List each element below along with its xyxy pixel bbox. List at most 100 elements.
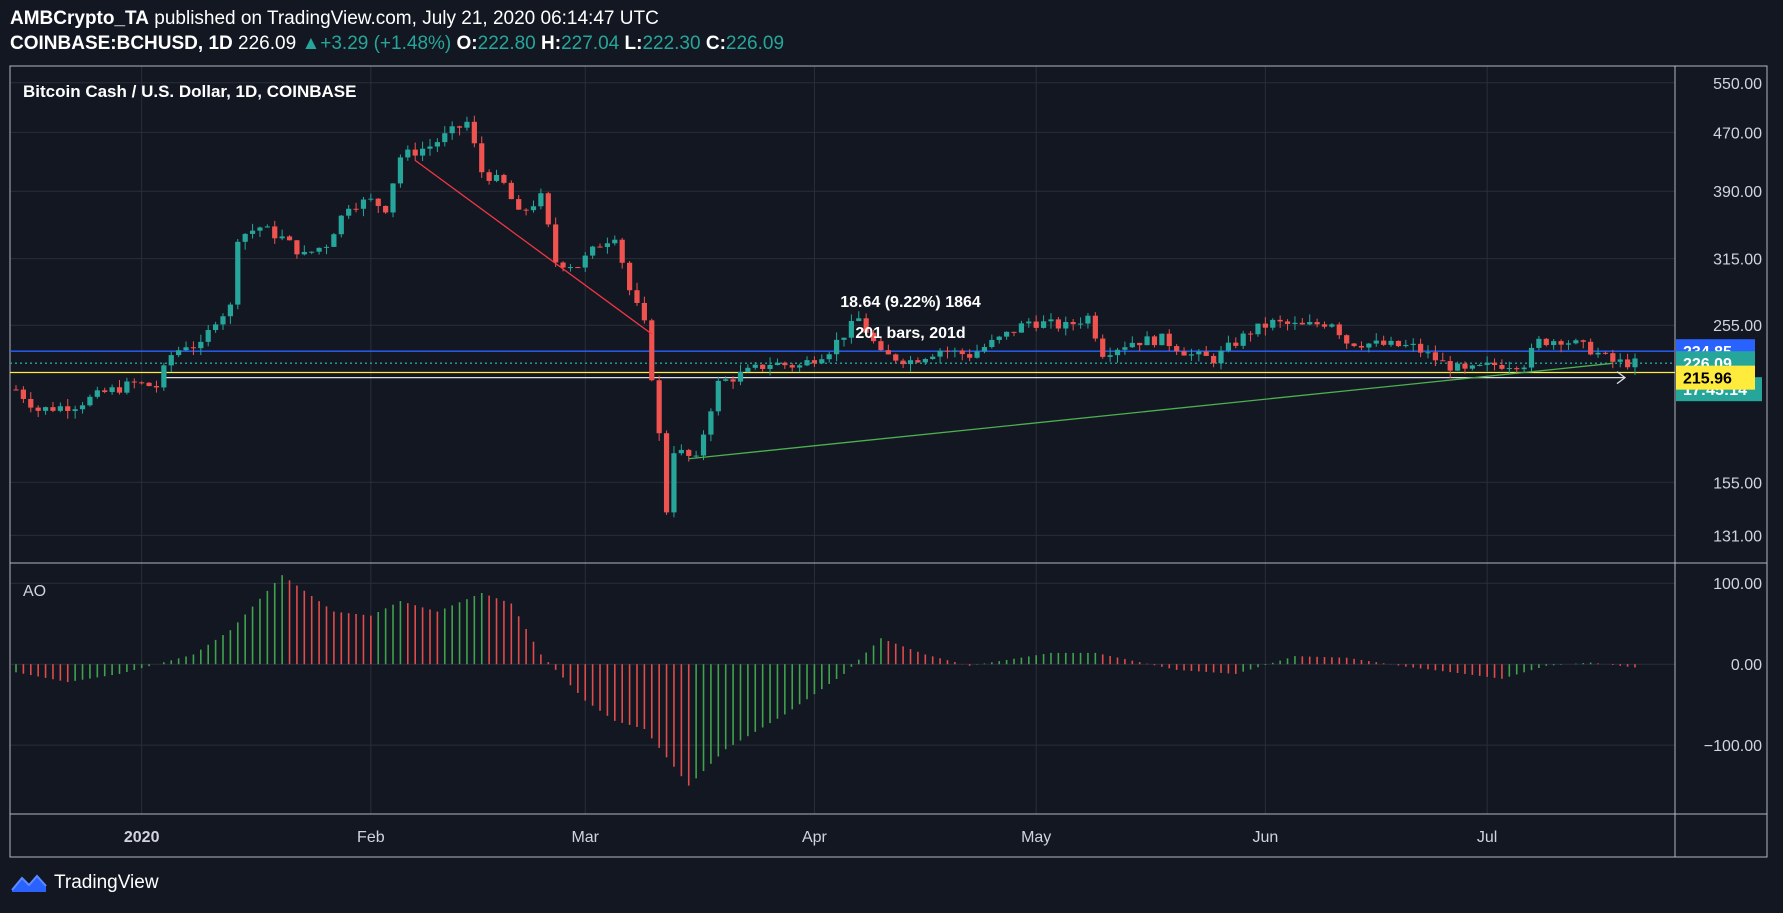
- candle-body: [553, 224, 559, 263]
- footer-brand: TradingView: [54, 872, 159, 893]
- candle-body: [272, 226, 278, 239]
- candle-body: [1063, 322, 1069, 329]
- candle-body: [626, 262, 633, 291]
- candle-body: [109, 387, 115, 393]
- price-label-text: 215.96: [1683, 371, 1732, 388]
- candle-body: [649, 320, 655, 381]
- candle-body: [1499, 365, 1505, 369]
- candle-body: [804, 360, 810, 366]
- candle-body: [198, 341, 204, 349]
- candle-body: [1462, 363, 1468, 369]
- candle-body: [146, 382, 152, 387]
- candle-body: [242, 233, 248, 242]
- candle-body: [656, 380, 662, 434]
- footer-branding[interactable]: TradingView: [10, 872, 159, 894]
- time-tick-label: May: [1021, 829, 1051, 846]
- candle-body: [1454, 363, 1461, 371]
- candle-body: [1085, 315, 1091, 324]
- price-label-bg: [1676, 365, 1755, 390]
- publication-info: AMBCrypto_TA published on TradingView.co…: [10, 8, 659, 30]
- candle-body: [471, 121, 477, 144]
- open-label: O:: [456, 33, 478, 54]
- candle-body: [930, 356, 936, 359]
- candle-body: [686, 449, 692, 456]
- candle-body: [360, 199, 367, 209]
- candle-body: [819, 359, 825, 364]
- high-label: H:: [541, 33, 562, 54]
- candle-body: [264, 226, 270, 228]
- arrow-head-icon: [1616, 371, 1627, 385]
- candle-body: [20, 389, 26, 399]
- time-tick-label: Apr: [802, 829, 828, 846]
- candle-body: [678, 449, 684, 454]
- candle-body: [863, 318, 869, 333]
- time-tick-label: 2020: [124, 829, 160, 846]
- measure-line-1: 18.64 (9.22%) 1864: [840, 294, 981, 311]
- candle-body: [1129, 342, 1135, 348]
- close-label: C:: [705, 33, 726, 54]
- trendlines: [414, 159, 1613, 460]
- candle-body: [1011, 331, 1017, 333]
- candle-body: [922, 358, 928, 363]
- candle-body: [346, 208, 352, 216]
- tradingview-logo-icon: [11, 874, 47, 892]
- candle-body: [205, 330, 211, 342]
- candle-body: [434, 142, 440, 147]
- ao-tick-label: 0.00: [1731, 657, 1762, 674]
- candle-body: [1432, 352, 1438, 361]
- candle-body: [870, 332, 877, 342]
- candle-body: [1114, 349, 1121, 356]
- candle-body: [486, 172, 492, 181]
- candle-body: [464, 121, 470, 128]
- candle-body: [1528, 347, 1535, 368]
- candle-body: [1625, 359, 1631, 368]
- candle-body: [235, 241, 241, 305]
- candle-body: [915, 360, 921, 363]
- time-tick-label: Feb: [357, 829, 385, 846]
- candle-body: [567, 267, 574, 269]
- price-tick-label: 131.00: [1713, 528, 1762, 545]
- candle-body: [1388, 340, 1394, 345]
- candle-body: [279, 236, 285, 239]
- candle-body: [900, 360, 906, 365]
- candle-body: [412, 149, 418, 156]
- candle-body: [1174, 346, 1180, 352]
- last-price: 226.09: [238, 33, 297, 54]
- candle-body: [479, 143, 485, 173]
- candle-body: [72, 409, 78, 411]
- candle-body: [353, 208, 359, 210]
- candle-body: [1299, 322, 1305, 325]
- candle-body: [1048, 319, 1054, 322]
- candle-body: [1602, 352, 1609, 354]
- candle-body: [1225, 342, 1232, 351]
- candle-body: [79, 405, 86, 410]
- candle-body: [257, 227, 263, 231]
- pane-title: Bitcoin Cash / U.S. Dollar, 1D, COINBASE: [23, 82, 356, 101]
- candle-body: [1351, 343, 1357, 346]
- candle-body: [1070, 322, 1076, 325]
- candle-body: [294, 240, 300, 255]
- price-label: 215.96: [1676, 365, 1755, 390]
- candle-body: [1551, 341, 1557, 346]
- candle-body: [1344, 335, 1350, 344]
- candle-body: [13, 389, 19, 391]
- price-tick-label: 155.00: [1713, 475, 1762, 492]
- candle-body: [826, 354, 832, 360]
- candle-body: [1211, 355, 1217, 364]
- change-arrow-icon: ▲: [301, 33, 321, 54]
- candle-body: [1040, 321, 1047, 328]
- candle-body: [1403, 344, 1409, 347]
- candle-body: [1092, 315, 1098, 339]
- candle-body: [1336, 324, 1342, 336]
- candle-body: [1247, 333, 1254, 335]
- candle-body: [907, 360, 914, 365]
- candle-body: [1381, 340, 1387, 345]
- candle-body: [1447, 361, 1453, 371]
- candle-body: [671, 453, 677, 513]
- candle-body: [1137, 342, 1143, 346]
- candle-body: [1595, 352, 1601, 355]
- candle-body: [1366, 343, 1372, 348]
- candle-body: [1307, 322, 1313, 325]
- candle-body: [94, 390, 100, 397]
